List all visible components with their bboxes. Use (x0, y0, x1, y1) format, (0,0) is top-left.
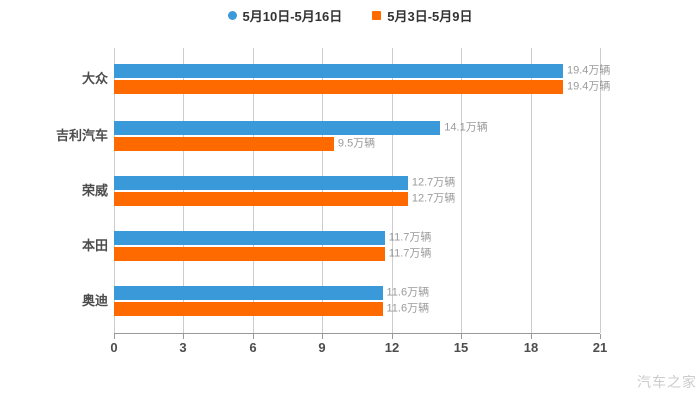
category-label-0: 大众 (81, 71, 108, 86)
watermark-autohome: 汽车之家 (637, 374, 697, 390)
x-tick-label: 0 (110, 340, 118, 355)
tick-mark (461, 334, 462, 339)
bar-value-label: 11.7万辆 (388, 231, 432, 244)
bar-value-label: 9.5万辆 (337, 137, 376, 150)
bar-value-label: 14.1万辆 (444, 121, 488, 134)
bar-series1-3: 11.7万辆 (114, 247, 431, 261)
tick-mark (114, 334, 115, 339)
x-tick-label: 3 (179, 340, 187, 355)
gridline-x-9 (322, 48, 323, 333)
bar-value-label: 12.7万辆 (411, 176, 456, 189)
legend-label: 5月3日-5月9日 (387, 8, 473, 24)
bar-series0-1: 14.1万辆 (114, 121, 488, 135)
x-tick-label: 15 (453, 340, 469, 355)
tick-mark (183, 334, 184, 339)
bar-value-label: 11.6万辆 (386, 302, 430, 315)
x-tick-label: 18 (523, 340, 539, 355)
gridline-x-21 (600, 48, 601, 333)
bar-series0-4: 11.6万辆 (114, 286, 429, 300)
legend-swatch-icon (227, 10, 237, 20)
legend-item-0[interactable]: 5月10日-5月16日 (227, 6, 343, 25)
bar-series1-2: 12.7万辆 (114, 192, 455, 206)
category-label-1: 吉利汽车 (55, 128, 108, 143)
bar-series0-2: 12.7万辆 (114, 176, 455, 190)
bar-value-label: 12.7万辆 (411, 192, 456, 205)
tick-mark (600, 334, 601, 339)
gridline-x-3 (183, 48, 184, 333)
x-tick-label: 6 (249, 340, 257, 355)
bar-value-label: 19.4万辆 (567, 80, 611, 93)
gridline-x-12 (392, 48, 393, 333)
category-label-3: 本田 (81, 238, 108, 253)
chart-legend: 5月10日-5月16日 5月3日-5月9日 (0, 6, 700, 24)
category-label-4: 奥迪 (81, 293, 108, 308)
gridline-x-6 (253, 48, 254, 333)
bar-value-label: 11.6万辆 (386, 286, 430, 299)
plot-area: 0 3 6 9 12 15 18 21 19.4万辆 19.4万辆 14.1万辆 9.5万辆 12.7万… (110, 48, 610, 355)
tick-mark (392, 334, 393, 339)
category-label-2: 荣威 (81, 183, 108, 198)
tick-mark (253, 334, 254, 339)
tick-mark (531, 334, 532, 339)
x-tick-label: 12 (384, 340, 400, 355)
bar-series0-0: 19.4万辆 (114, 64, 610, 78)
gridline-x-0 (114, 48, 115, 333)
gridline-x-15 (461, 48, 462, 333)
gridline-x-18 (531, 48, 532, 333)
legend-label: 5月10日-5月16日 (242, 8, 343, 24)
bar-value-label: 11.7万辆 (388, 247, 432, 260)
legend-swatch-icon (372, 10, 382, 20)
tick-mark (322, 334, 323, 339)
bar-series0-3: 11.7万辆 (114, 231, 431, 245)
x-tick-label: 21 (592, 340, 608, 355)
x-tick-label: 9 (318, 340, 326, 355)
bar-value-label: 19.4万辆 (567, 64, 611, 77)
bar-series1-1: 9.5万辆 (114, 137, 375, 151)
bar-series1-4: 11.6万辆 (114, 302, 429, 316)
bar-series1-0: 19.4万辆 (114, 80, 610, 94)
legend-item-1[interactable]: 5月3日-5月9日 (372, 6, 472, 25)
